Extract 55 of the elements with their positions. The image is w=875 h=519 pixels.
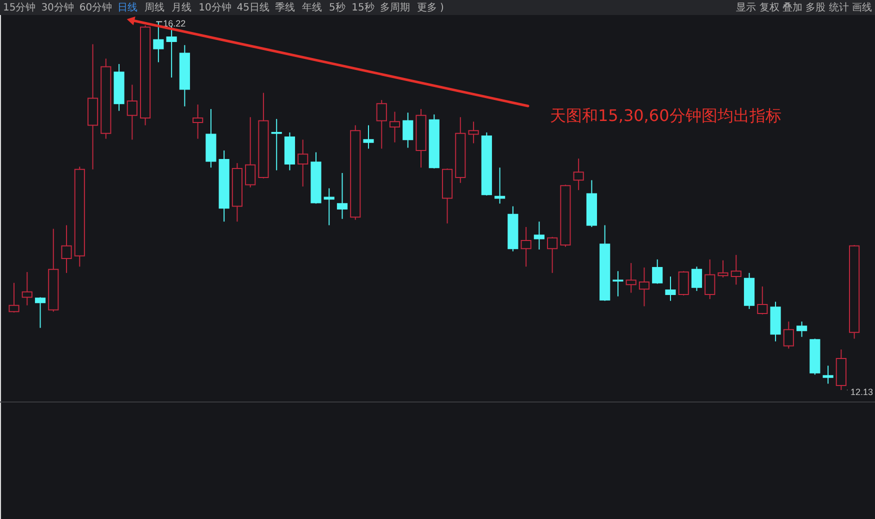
text: 多周期	[380, 2, 410, 14]
candlestick	[298, 139, 308, 187]
candlestick	[192, 104, 204, 140]
text: 60分钟	[79, 2, 112, 14]
candlestick	[22, 272, 32, 306]
candlestick	[822, 365, 834, 384]
candlestick	[652, 258, 663, 284]
candlestick	[468, 121, 479, 144]
candlestick	[8, 282, 20, 314]
candlestick	[389, 111, 400, 143]
candlestick	[626, 262, 636, 294]
text: 日线	[118, 2, 138, 14]
text: 季线	[275, 2, 295, 14]
candlestick	[638, 267, 650, 307]
text: 显示 复权 叠加 多股 统计 画线	[736, 2, 872, 14]
candlestick	[61, 224, 72, 274]
candlestick	[126, 84, 138, 140]
candlestick	[336, 172, 348, 220]
candlestick	[783, 321, 794, 350]
candlestick	[704, 258, 716, 300]
text: 45日线	[236, 2, 270, 14]
text: 周线	[144, 2, 165, 14]
candlestick	[796, 321, 808, 338]
candlestick	[324, 188, 334, 226]
annotation: 16.22	[163, 18, 186, 29]
candlestick	[757, 286, 768, 315]
candlestick	[153, 21, 164, 63]
text: 30分钟	[41, 2, 74, 14]
candlestick	[678, 270, 689, 296]
candlestick	[612, 270, 624, 297]
candlestick	[166, 26, 177, 78]
text: 15分钟	[3, 2, 36, 14]
candlestick	[547, 236, 558, 274]
text: 月线	[172, 2, 192, 14]
text: 5秒	[329, 2, 346, 14]
candlestick	[245, 116, 256, 188]
text: 更多 )	[416, 2, 444, 14]
text: 10分钟	[198, 2, 232, 14]
candlestick	[402, 112, 414, 148]
candlestick	[520, 226, 532, 268]
candlestick	[730, 254, 742, 286]
candlestick	[573, 158, 584, 191]
annotation: 天图和15,30,60分钟图均出指标	[550, 106, 782, 125]
candlestick	[534, 221, 544, 250]
text: 年线	[302, 2, 322, 14]
annotation: 12.13	[850, 387, 873, 397]
candlestick	[363, 124, 374, 150]
text: 15秒	[352, 2, 374, 14]
candlestick	[718, 260, 728, 278]
candlestick	[494, 167, 506, 204]
candlestick	[376, 100, 387, 150]
candlestick	[34, 296, 46, 328]
candlestick	[691, 266, 702, 292]
candlestick	[665, 276, 676, 302]
candlestick	[271, 118, 282, 171]
